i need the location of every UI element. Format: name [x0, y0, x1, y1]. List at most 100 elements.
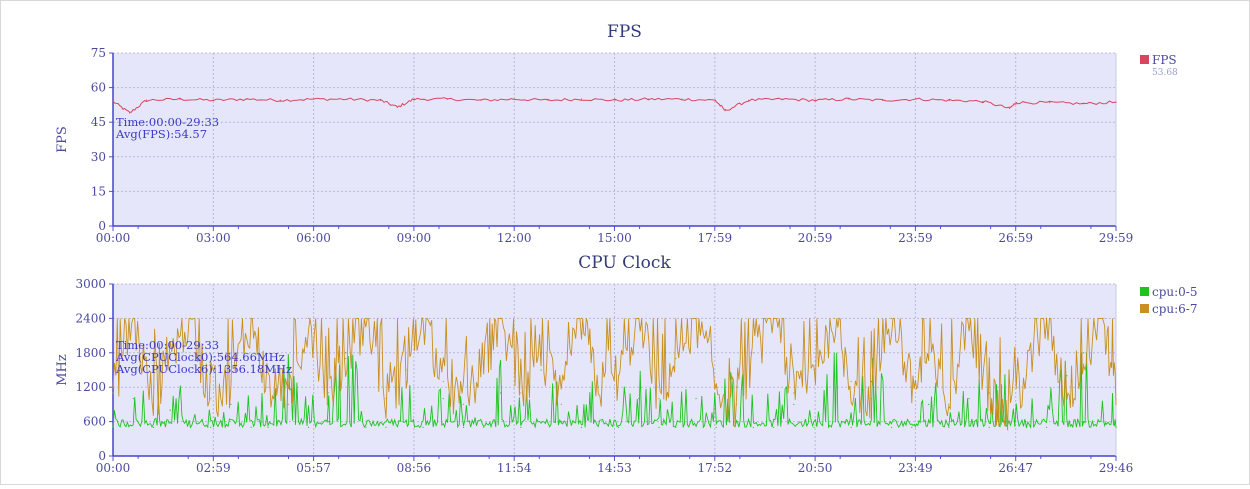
- data-point: [365, 317, 367, 319]
- annotation-text: Time:00:00-29:33: [116, 338, 219, 352]
- data-point: [870, 380, 872, 383]
- data-point: [328, 421, 330, 423]
- chart-title: FPS: [607, 22, 642, 42]
- data-point: [617, 426, 620, 428]
- data-point: [422, 426, 424, 428]
- x-tick-label: 02:59: [196, 461, 231, 475]
- data-point: [1083, 363, 1085, 365]
- x-tick-label: 20:59: [798, 231, 833, 245]
- data-point: [210, 426, 212, 428]
- y-tick-label: 3000: [75, 277, 106, 291]
- data-point: [462, 403, 465, 405]
- y-tick-label: 600: [83, 415, 106, 429]
- data-point: [772, 426, 775, 428]
- data-point: [881, 99, 884, 101]
- data-point: [870, 398, 872, 400]
- data-point: [396, 106, 398, 108]
- data-point: [1115, 426, 1117, 428]
- data-point: [385, 398, 387, 400]
- data-point: [385, 426, 387, 428]
- data-point: [189, 426, 192, 428]
- x-tick-label: 23:49: [898, 461, 933, 475]
- data-point: [480, 99, 482, 101]
- y-tick-label: 45: [91, 115, 106, 129]
- legend-label: cpu:6-7: [1152, 302, 1198, 316]
- data-point: [483, 363, 485, 365]
- y-tick-label: 1200: [75, 380, 106, 394]
- data-point: [752, 352, 754, 354]
- data-point: [724, 110, 726, 112]
- data-point: [1115, 403, 1117, 405]
- data-point: [152, 426, 155, 428]
- data-point: [890, 317, 893, 319]
- data-point: [307, 426, 310, 428]
- x-tick-label: 11:54: [497, 461, 532, 475]
- data-point: [614, 99, 616, 101]
- data-point: [848, 98, 850, 100]
- data-point: [793, 403, 795, 405]
- data-point: [715, 426, 717, 428]
- data-point: [580, 98, 582, 100]
- x-tick-label: 29:46: [1099, 461, 1134, 475]
- data-point: [344, 352, 347, 354]
- data-point: [520, 392, 522, 394]
- data-point: [1005, 415, 1007, 417]
- data-point: [547, 99, 549, 101]
- data-point: [735, 403, 738, 405]
- x-tick-label: 08:56: [397, 461, 432, 475]
- data-point: [462, 426, 465, 428]
- data-point: [129, 112, 131, 114]
- data-point: [988, 426, 990, 428]
- data-point: [814, 99, 817, 101]
- data-point: [442, 380, 444, 383]
- data-point: [850, 426, 852, 428]
- data-point: [279, 99, 281, 101]
- data-point: [658, 426, 660, 428]
- annotation-text: Avg(CPUClock6):1356.18MHz: [115, 362, 292, 376]
- data-point: [112, 392, 114, 394]
- data-point: [344, 357, 347, 360]
- x-tick-label: 14:53: [597, 461, 632, 475]
- data-point: [968, 398, 970, 400]
- data-point: [250, 426, 252, 428]
- x-tick-label: 00:00: [96, 231, 131, 245]
- data-point: [948, 99, 950, 101]
- x-tick-label: 26:59: [998, 231, 1033, 245]
- x-tick-label: 15:00: [597, 231, 632, 245]
- data-point: [695, 398, 697, 400]
- data-point: [540, 369, 542, 371]
- data-point: [580, 426, 583, 428]
- data-point: [499, 392, 502, 394]
- data-point: [681, 98, 683, 100]
- y-tick-label: 2400: [75, 311, 106, 325]
- data-point: [1015, 101, 1017, 104]
- data-point: [179, 98, 181, 100]
- data-point: [833, 363, 835, 365]
- x-tick-label: 20:50: [798, 461, 833, 475]
- data-point: [152, 403, 155, 405]
- data-point: [520, 426, 522, 428]
- data-point: [169, 409, 171, 411]
- data-point: [513, 98, 516, 100]
- legend-swatch: [1140, 287, 1149, 296]
- data-point: [380, 99, 382, 101]
- data-point: [833, 317, 835, 319]
- data-point: [132, 317, 134, 319]
- data-point: [911, 426, 913, 428]
- data-point: [982, 100, 984, 103]
- data-point: [1115, 101, 1117, 103]
- x-tick-label: 12:00: [497, 231, 532, 245]
- data-point: [112, 100, 114, 103]
- data-point: [580, 317, 583, 319]
- y-tick-label: 30: [91, 150, 106, 164]
- data-point: [1009, 107, 1011, 109]
- data-point: [948, 403, 950, 405]
- data-point: [1025, 426, 1027, 428]
- chart-panel-2: 0 600 1200 1800 2400 3000 00:00 02:59 05:57 08:56…: [55, 253, 1198, 475]
- data-point: [132, 398, 134, 400]
- data-point: [287, 403, 289, 405]
- x-tick-label: 09:00: [397, 231, 432, 245]
- data-point: [781, 98, 783, 100]
- data-point: [1103, 421, 1105, 423]
- x-tick-label: 03:00: [196, 231, 231, 245]
